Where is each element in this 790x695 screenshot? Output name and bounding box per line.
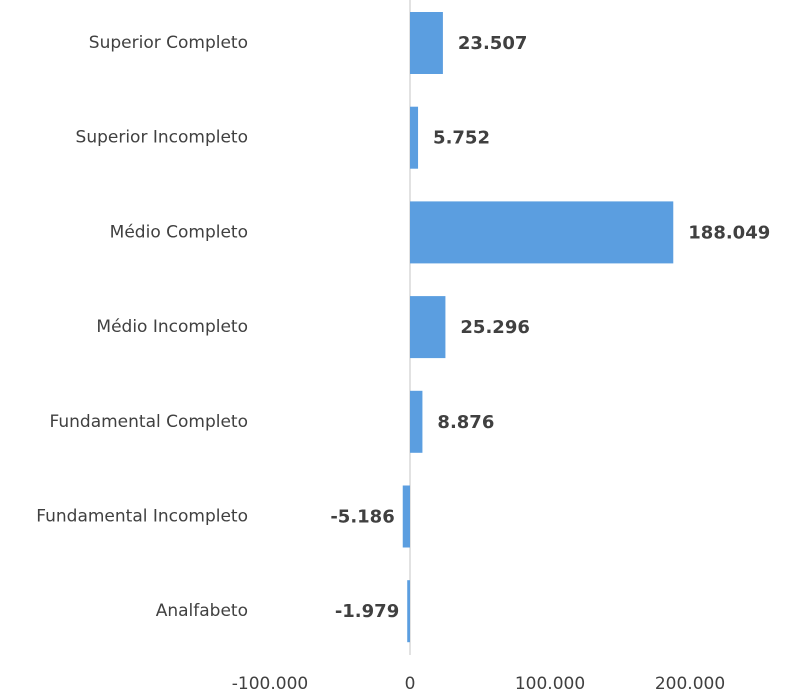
- data-label: 5.752: [433, 128, 490, 149]
- x-tick-label: 100.000: [515, 674, 585, 694]
- y-tick-label: Fundamental Completo: [50, 412, 248, 432]
- bar: [410, 106, 419, 169]
- data-label: 8.876: [437, 412, 494, 433]
- data-label: 188.049: [688, 222, 770, 243]
- data-label: 25.296: [460, 317, 529, 338]
- bar: [410, 390, 423, 453]
- y-tick-label: Médio Incompleto: [96, 317, 248, 337]
- y-tick-label: Superior Incompleto: [76, 128, 248, 148]
- bar: [410, 12, 443, 74]
- bar: [410, 201, 674, 264]
- x-tick-label: 200.000: [655, 674, 725, 694]
- bar: [402, 485, 410, 548]
- y-tick-label: Médio Completo: [110, 222, 248, 242]
- y-tick-label: Fundamental Incompleto: [36, 507, 248, 527]
- data-label: -5.186: [330, 507, 394, 528]
- data-label: 23.507: [458, 33, 527, 54]
- x-tick-label: 0: [405, 674, 416, 694]
- y-tick-label: Superior Completo: [89, 33, 248, 53]
- bar: [407, 580, 410, 643]
- data-label: -1.979: [335, 601, 399, 622]
- y-tick-label: Analfabeto: [156, 601, 248, 621]
- bar: [410, 296, 446, 359]
- x-tick-label: -100.000: [232, 674, 308, 694]
